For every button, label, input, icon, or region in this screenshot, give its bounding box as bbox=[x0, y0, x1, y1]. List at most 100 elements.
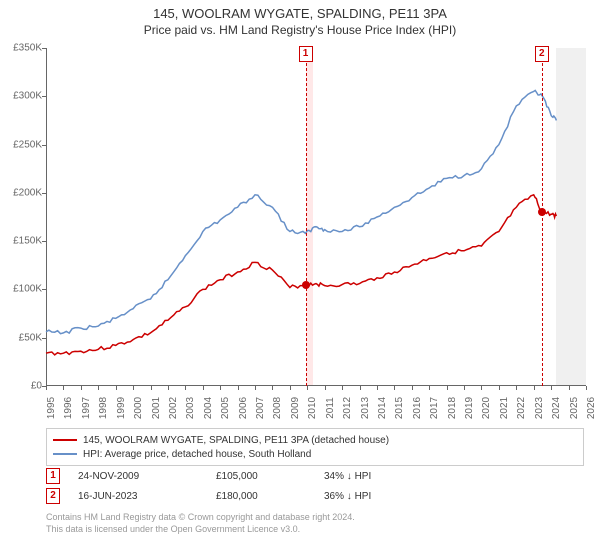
event-row-price: £105,000 bbox=[216, 471, 306, 482]
x-tick-label: 2023 bbox=[534, 397, 545, 419]
y-tick-label: £150K bbox=[13, 236, 42, 247]
x-tick-label: 2016 bbox=[412, 397, 423, 419]
x-tick bbox=[203, 386, 204, 390]
event-vline-1 bbox=[306, 48, 307, 386]
x-tick bbox=[81, 386, 82, 390]
x-tick bbox=[238, 386, 239, 390]
x-tick-label: 2010 bbox=[307, 397, 318, 419]
footer-line-1: Contains HM Land Registry data © Crown c… bbox=[46, 512, 584, 524]
chart-plot-area: £0£50K£100K£150K£200K£250K£300K£350K1995… bbox=[46, 48, 586, 386]
x-tick-label: 2009 bbox=[290, 397, 301, 419]
x-tick-label: 2004 bbox=[203, 397, 214, 419]
x-tick bbox=[464, 386, 465, 390]
x-tick-label: 1998 bbox=[98, 397, 109, 419]
event-row-date: 24-NOV-2009 bbox=[78, 471, 198, 482]
x-tick-label: 2011 bbox=[325, 397, 336, 419]
x-tick-label: 2013 bbox=[360, 397, 371, 419]
event-marker-1: 1 bbox=[299, 46, 313, 62]
x-tick-label: 2020 bbox=[481, 397, 492, 419]
y-tick-label: £200K bbox=[13, 187, 42, 198]
x-tick-label: 2021 bbox=[499, 397, 510, 419]
event-row-marker: 1 bbox=[46, 468, 60, 484]
x-tick-label: 1999 bbox=[116, 397, 127, 419]
event-row: 124-NOV-2009£105,00034% ↓ HPI bbox=[46, 466, 584, 486]
legend-swatch bbox=[53, 453, 77, 455]
event-vline-2 bbox=[542, 48, 543, 386]
y-tick bbox=[42, 241, 46, 242]
x-tick-label: 2017 bbox=[429, 397, 440, 419]
y-tick bbox=[42, 338, 46, 339]
y-tick-label: £250K bbox=[13, 139, 42, 150]
x-tick bbox=[98, 386, 99, 390]
y-tick-label: £300K bbox=[13, 91, 42, 102]
event-dot-1 bbox=[302, 281, 310, 289]
legend-label: HPI: Average price, detached house, Sout… bbox=[83, 449, 311, 460]
x-tick bbox=[116, 386, 117, 390]
x-tick-label: 2024 bbox=[551, 397, 562, 419]
x-tick bbox=[429, 386, 430, 390]
x-tick-label: 2007 bbox=[255, 397, 266, 419]
x-tick bbox=[447, 386, 448, 390]
x-tick bbox=[377, 386, 378, 390]
x-tick bbox=[516, 386, 517, 390]
x-tick bbox=[569, 386, 570, 390]
x-tick bbox=[412, 386, 413, 390]
series-hpi bbox=[46, 90, 556, 333]
x-tick bbox=[290, 386, 291, 390]
x-tick bbox=[534, 386, 535, 390]
x-tick-label: 2012 bbox=[342, 397, 353, 419]
y-tick bbox=[42, 145, 46, 146]
legend-swatch bbox=[53, 439, 77, 441]
x-tick-label: 2026 bbox=[586, 397, 597, 419]
x-tick bbox=[272, 386, 273, 390]
x-tick-label: 2015 bbox=[394, 397, 405, 419]
y-tick-label: £50K bbox=[19, 332, 42, 343]
x-tick bbox=[307, 386, 308, 390]
x-tick-label: 2006 bbox=[238, 397, 249, 419]
y-tick bbox=[42, 289, 46, 290]
x-tick bbox=[499, 386, 500, 390]
x-tick-label: 2001 bbox=[151, 397, 162, 419]
x-tick bbox=[168, 386, 169, 390]
x-tick-label: 1997 bbox=[81, 397, 92, 419]
x-tick bbox=[360, 386, 361, 390]
x-tick bbox=[63, 386, 64, 390]
y-tick bbox=[42, 96, 46, 97]
footer-attribution: Contains HM Land Registry data © Crown c… bbox=[46, 512, 584, 535]
x-tick bbox=[185, 386, 186, 390]
x-tick-label: 2005 bbox=[220, 397, 231, 419]
x-tick-label: 2002 bbox=[168, 397, 179, 419]
chart-title: 145, WOOLRAM WYGATE, SPALDING, PE11 3PA bbox=[0, 0, 600, 21]
x-tick-label: 2022 bbox=[516, 397, 527, 419]
x-tick bbox=[325, 386, 326, 390]
legend-row: HPI: Average price, detached house, Sout… bbox=[53, 447, 577, 461]
x-tick bbox=[551, 386, 552, 390]
y-tick bbox=[42, 193, 46, 194]
x-tick-label: 2019 bbox=[464, 397, 475, 419]
x-tick bbox=[586, 386, 587, 390]
y-tick bbox=[42, 48, 46, 49]
event-row: 216-JUN-2023£180,00036% ↓ HPI bbox=[46, 486, 584, 506]
event-row-price: £180,000 bbox=[216, 491, 306, 502]
legend: 145, WOOLRAM WYGATE, SPALDING, PE11 3PA … bbox=[46, 428, 584, 466]
x-tick-label: 2025 bbox=[569, 397, 580, 419]
event-row-marker: 2 bbox=[46, 488, 60, 504]
event-marker-2: 2 bbox=[535, 46, 549, 62]
x-tick bbox=[220, 386, 221, 390]
x-tick bbox=[133, 386, 134, 390]
x-tick-label: 2000 bbox=[133, 397, 144, 419]
event-row-date: 16-JUN-2023 bbox=[78, 491, 198, 502]
x-tick-label: 2003 bbox=[185, 397, 196, 419]
x-tick-label: 1996 bbox=[63, 397, 74, 419]
legend-label: 145, WOOLRAM WYGATE, SPALDING, PE11 3PA … bbox=[83, 435, 389, 446]
x-tick-label: 2018 bbox=[447, 397, 458, 419]
y-tick-label: £0 bbox=[31, 381, 42, 392]
legend-row: 145, WOOLRAM WYGATE, SPALDING, PE11 3PA … bbox=[53, 433, 577, 447]
events-table: 124-NOV-2009£105,00034% ↓ HPI216-JUN-202… bbox=[46, 466, 584, 506]
x-tick-label: 2014 bbox=[377, 397, 388, 419]
x-tick-label: 2008 bbox=[272, 397, 283, 419]
y-tick-label: £350K bbox=[13, 43, 42, 54]
x-tick bbox=[46, 386, 47, 390]
chart-lines-svg bbox=[46, 48, 586, 386]
chart-subtitle: Price paid vs. HM Land Registry's House … bbox=[0, 21, 600, 41]
